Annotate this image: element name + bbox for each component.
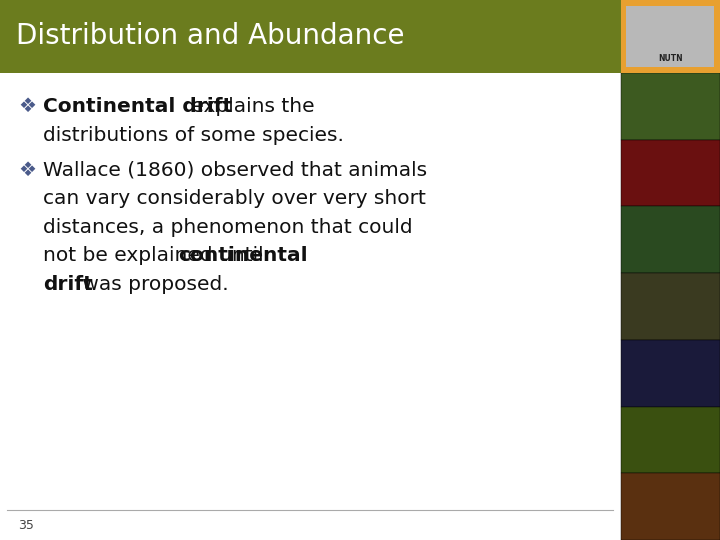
Bar: [621, 0, 720, 540]
Bar: [621, 407, 720, 473]
Text: distributions of some species.: distributions of some species.: [43, 126, 344, 145]
Bar: [621, 206, 720, 273]
Text: Wallace (1860) observed that animals: Wallace (1860) observed that animals: [43, 161, 428, 180]
Text: drift: drift: [43, 275, 93, 294]
Bar: [621, 0, 720, 73]
Text: Continental drift: Continental drift: [43, 97, 233, 116]
Text: not be explained until: not be explained until: [43, 246, 270, 265]
Text: distances, a phenomenon that could: distances, a phenomenon that could: [43, 218, 413, 237]
Bar: [0, 0, 621, 540]
Bar: [621, 473, 720, 540]
Bar: [621, 273, 720, 340]
Bar: [621, 140, 720, 206]
Bar: [626, 6, 714, 67]
Text: 35: 35: [18, 519, 34, 532]
Bar: [621, 340, 720, 407]
Text: was proposed.: was proposed.: [76, 275, 229, 294]
Text: Distribution and Abundance: Distribution and Abundance: [16, 23, 405, 50]
Bar: [621, 73, 720, 140]
Bar: [0, 0, 621, 73]
Text: ❖: ❖: [18, 161, 36, 180]
Text: NUTN: NUTN: [658, 54, 683, 63]
Text: ❖: ❖: [18, 97, 36, 116]
Text: explains the: explains the: [185, 97, 315, 116]
Text: continental: continental: [179, 246, 308, 265]
Text: can vary considerably over very short: can vary considerably over very short: [43, 190, 426, 208]
